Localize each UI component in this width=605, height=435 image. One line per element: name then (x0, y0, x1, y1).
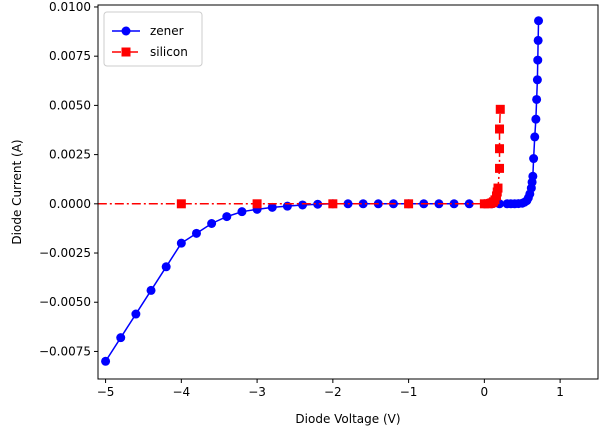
y-tick-label: 0.0075 (49, 49, 91, 63)
plot-frame (97, 4, 599, 380)
series-layer (25, 16, 544, 366)
zener-point (529, 154, 539, 164)
x-tick-label: −2 (324, 385, 342, 399)
zener-point (534, 16, 544, 26)
zener-point (528, 171, 538, 181)
zener-point (530, 132, 540, 142)
x-axis: −5 −4 −3 −2 −1 0 1 (97, 379, 564, 399)
zener-point (131, 309, 141, 319)
x-tick-label: −1 (400, 385, 418, 399)
y-axis-title: Diode Current (A) (10, 139, 24, 244)
silicon-point (176, 199, 186, 209)
x-tick-label: 1 (556, 385, 564, 399)
x-axis-title: Diode Voltage (V) (295, 412, 400, 426)
zener-point (267, 202, 277, 212)
zener-series-line (104, 20, 540, 362)
silicon-point (495, 104, 505, 114)
zener-point (313, 199, 323, 209)
x-tick-label: 0 (481, 385, 489, 399)
zener-point (222, 212, 232, 222)
zener-point (116, 333, 126, 343)
zener-point (449, 199, 459, 209)
x-tick-label: −4 (172, 385, 190, 399)
zener-point (207, 218, 217, 228)
silicon-point (495, 163, 505, 173)
silicon-series-line (98, 109, 502, 205)
silicon-point (25, 199, 34, 208)
silicon-point (495, 124, 505, 134)
zener-point (533, 35, 543, 45)
y-tick-label: −0.0025 (39, 246, 91, 260)
zener-point (146, 285, 156, 295)
legend-silicon-label: silicon (150, 45, 188, 59)
zener-point (531, 114, 541, 124)
silicon-point (495, 144, 505, 154)
zener-point (358, 199, 368, 209)
zener-point (298, 200, 308, 210)
legend-zener-marker (121, 26, 131, 36)
y-tick-label: 0.0025 (49, 148, 91, 162)
zener-point (532, 94, 542, 104)
y-tick-label: −0.0075 (39, 344, 91, 358)
zener-point (532, 75, 542, 85)
zener-point (161, 262, 171, 272)
zener-point (176, 238, 186, 248)
silicon-point (404, 199, 414, 209)
x-tick-label: −3 (248, 385, 266, 399)
zener-point (464, 199, 474, 209)
legend-zener-label: zener (150, 24, 184, 38)
silicon-point (252, 199, 262, 209)
y-tick-label: 0.0050 (49, 98, 91, 112)
zener-point (282, 201, 292, 211)
legend: zener silicon (103, 11, 203, 67)
legend-silicon-marker (121, 47, 131, 57)
zener-point (237, 207, 247, 217)
silicon-point (328, 199, 338, 209)
zener-point (533, 55, 543, 65)
y-tick-label: 0.0100 (49, 0, 91, 14)
zener-point (101, 356, 111, 366)
y-tick-label: −0.0050 (39, 295, 91, 309)
y-tick-label: 0.0000 (49, 197, 91, 211)
silicon-point (493, 183, 503, 193)
x-tick-label: −5 (97, 385, 115, 399)
y-axis: −0.0075 −0.0050 −0.0025 0.0000 0.0025 0.0050 0… (39, 0, 98, 358)
zener-point (191, 228, 201, 238)
